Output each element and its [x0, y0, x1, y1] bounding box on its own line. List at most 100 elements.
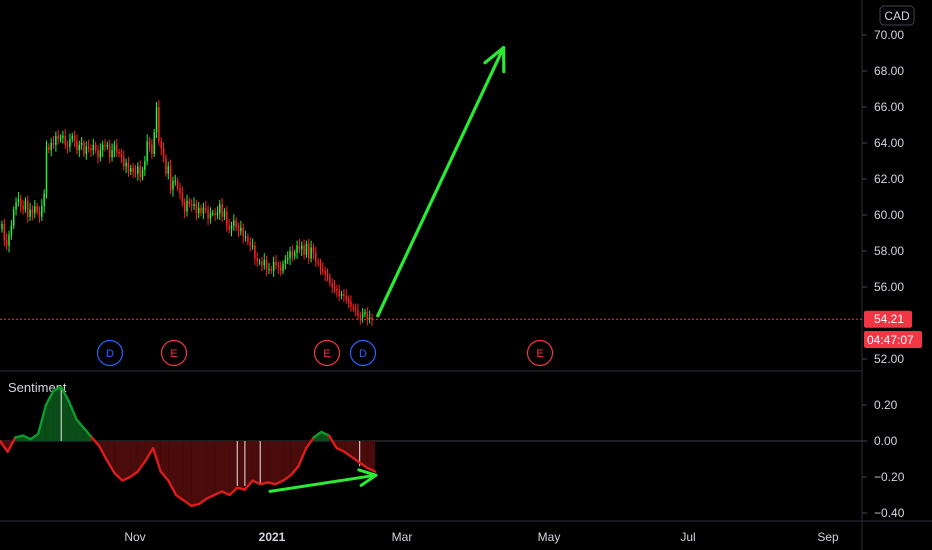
candle-149	[350, 295, 352, 312]
candle-24	[57, 129, 59, 145]
candle-5	[12, 206, 15, 230]
candle-body-11	[26, 200, 29, 217]
candle-13	[31, 205, 34, 221]
sentiment-pane[interactable]: Sentiment	[0, 380, 862, 507]
candle-158	[371, 313, 373, 327]
forecast-arrow-head	[483, 45, 506, 74]
candle-151	[354, 303, 357, 317]
candle-body-67	[158, 107, 160, 142]
candle-body-154	[361, 314, 364, 318]
candle-body-104	[244, 236, 247, 238]
candle-85	[200, 204, 202, 217]
time-axis[interactable]: Nov 2021 Mar May Jul Sep	[124, 530, 839, 544]
candle-29	[69, 133, 71, 152]
candle-body-148	[347, 299, 350, 302]
candle-124	[291, 245, 294, 262]
candle-135	[317, 258, 319, 267]
candle-0	[1, 220, 3, 233]
sentiment-line-seg-42	[320, 430, 331, 437]
candle-body-87	[204, 207, 207, 210]
candle-37	[87, 139, 90, 153]
candle-137	[322, 262, 324, 275]
sentiment-line-seg-12	[90, 436, 101, 448]
candle-112	[263, 253, 266, 270]
candle-113	[265, 255, 268, 276]
candle-41	[97, 145, 99, 164]
sentiment-line-seg-31	[236, 486, 247, 491]
candle-body-59	[139, 166, 141, 178]
sentiment-line-seg-3	[21, 434, 32, 441]
event-marker-earnings-1[interactable]: E	[160, 339, 188, 367]
event-marker-dividend-0[interactable]: D	[96, 339, 124, 367]
candle-body-8	[19, 198, 22, 206]
sentiment-line-seg-24	[182, 499, 193, 507]
sentiment-line-seg-44	[335, 447, 346, 453]
sentiment-line-seg-30	[228, 486, 239, 497]
candle-body-41	[97, 150, 99, 158]
event-marker-earnings-2[interactable]: E	[313, 339, 341, 367]
sentiment-fill-seg-23	[176, 441, 184, 501]
candle-body-13	[31, 209, 34, 214]
candle-body-16	[38, 211, 41, 217]
candle-body-151	[354, 308, 357, 311]
candle-111	[261, 256, 263, 272]
candle-body-33	[78, 144, 81, 151]
candle-52	[123, 150, 125, 171]
candle-body-44	[104, 144, 106, 147]
candle-43	[101, 140, 104, 158]
candle-body-24	[57, 135, 59, 140]
candle-body-136	[319, 263, 322, 269]
candle-132	[310, 240, 312, 263]
candle-body-40	[94, 144, 97, 151]
currency-button[interactable]: CAD	[879, 5, 915, 26]
event-marker-earnings-4[interactable]: E	[526, 339, 554, 367]
time-tick-label-5: Sep	[817, 530, 839, 544]
candle-body-56	[132, 168, 134, 172]
candle-body-144	[338, 290, 340, 296]
candle-42	[99, 143, 102, 162]
currency-button-frame	[879, 5, 915, 26]
candle-body-114	[268, 269, 270, 270]
candle-body-42	[99, 150, 102, 158]
sentiment-line-seg-28	[213, 490, 224, 497]
candle-body-61	[144, 161, 146, 170]
candle-80	[188, 197, 191, 208]
price-axis[interactable]: 70.00 68.00 66.00 64.00 62.00 60.00 58.00 56.00…	[862, 28, 904, 366]
sentiment-line-seg-0	[0, 439, 9, 453]
candle-100	[235, 217, 237, 231]
candle-body-78	[183, 202, 186, 212]
sentiment-line-seg-46	[350, 456, 361, 464]
sentiment-axis[interactable]: 0.20 0.00 −0.20 −0.40	[862, 398, 905, 520]
sentiment-line-seg-26	[197, 497, 208, 506]
candle-body-60	[141, 170, 144, 178]
candle-body-96	[226, 211, 228, 226]
candle-26	[62, 130, 64, 144]
candle-110	[258, 258, 261, 266]
candle-93	[219, 200, 221, 221]
price-tick-label-5: 60.00	[874, 208, 904, 222]
candle-body-137	[322, 269, 324, 271]
event-marker-ring-4	[526, 339, 554, 367]
candle-33	[78, 140, 81, 158]
event-marker-dividend-3[interactable]: D	[349, 339, 377, 367]
candle-51	[120, 148, 123, 164]
price-tick-label-0: 70.00	[874, 28, 904, 42]
candle-body-143	[336, 288, 338, 291]
candle-body-101	[237, 227, 240, 232]
sentiment-line-seg-5	[37, 403, 48, 435]
candle-body-103	[242, 227, 244, 237]
candle-65	[153, 128, 155, 158]
currency-label: CAD	[884, 9, 910, 23]
sentiment-line-seg-23	[174, 493, 185, 502]
candle-154	[361, 308, 364, 323]
candle-148	[347, 295, 350, 309]
candle-98	[230, 221, 233, 237]
candle-body-139	[326, 274, 329, 277]
candle-118	[277, 261, 280, 275]
candle-body-130	[305, 243, 308, 255]
event-marker-ring-1	[160, 339, 188, 367]
candle-138	[324, 266, 326, 282]
candle-66	[155, 101, 158, 139]
